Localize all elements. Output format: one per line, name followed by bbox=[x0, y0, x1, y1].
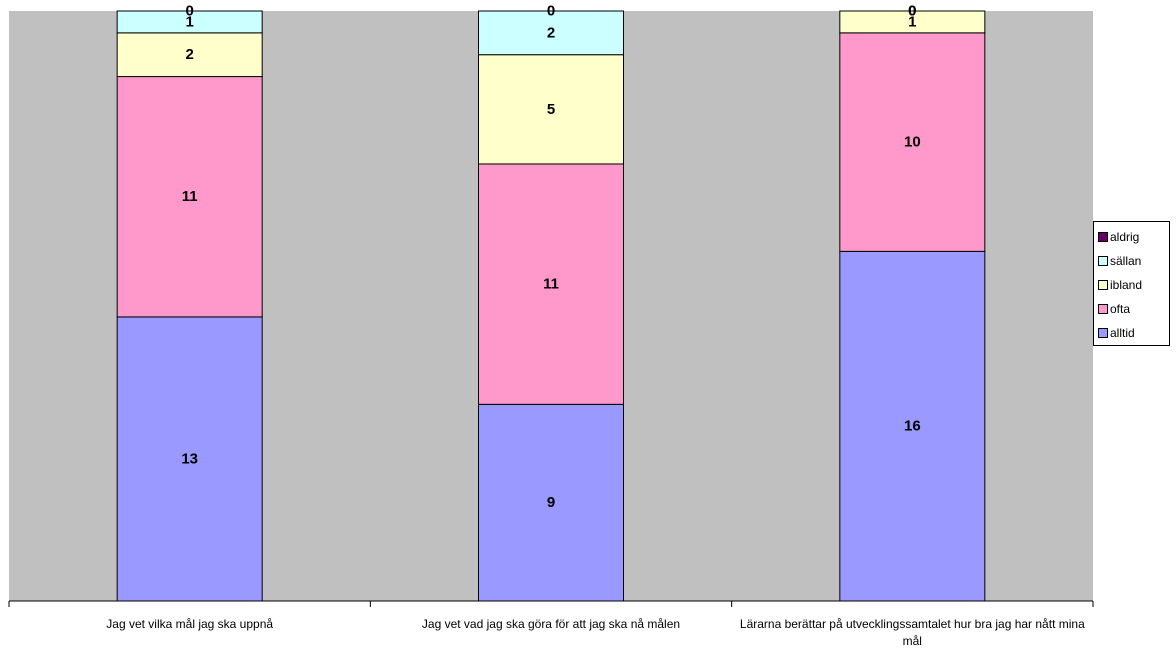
data-label-aldrig-3: 0 bbox=[908, 3, 916, 20]
legend-item-aldrig: aldrig bbox=[1098, 225, 1169, 249]
bar-segment-ibland-1 bbox=[116, 32, 263, 78]
data-label-sällan-2: 2 bbox=[547, 24, 555, 41]
legend-label-alltid: alltid bbox=[1110, 326, 1135, 340]
data-label-sällan-1: 1 bbox=[185, 13, 193, 30]
bar-segment-sällan-2 bbox=[478, 10, 624, 56]
bar-segment-alltid-1 bbox=[116, 316, 263, 602]
bar-segment-ofta-2 bbox=[478, 163, 624, 405]
legend-item-sällan: sällan bbox=[1098, 249, 1169, 273]
bar-segment-alltid-3 bbox=[839, 250, 986, 602]
category-label-2: Jag vet vad jag ska göra för att jag ska… bbox=[421, 617, 681, 631]
data-label-ibland-3: 1 bbox=[908, 13, 916, 30]
bar-segments bbox=[116, 10, 986, 602]
x-axis bbox=[8, 600, 1094, 607]
legend-label-sällan: sällan bbox=[1110, 254, 1142, 268]
data-label-aldrig-2: 0 bbox=[547, 3, 555, 20]
data-label-ofta-3: 10 bbox=[904, 134, 921, 151]
legend: aldrig sällan ibland ofta alltid bbox=[1093, 221, 1170, 346]
data-label-ibland-1: 2 bbox=[185, 46, 193, 63]
legend-label-ofta: ofta bbox=[1110, 302, 1131, 316]
data-label-alltid-2: 9 bbox=[547, 494, 555, 511]
bar-segment-ibland-3 bbox=[839, 10, 986, 34]
legend-swatch-ofta bbox=[1098, 304, 1108, 314]
data-label-alltid-1: 13 bbox=[181, 450, 198, 467]
data-label-alltid-3: 16 bbox=[904, 418, 921, 435]
data-label-aldrig-1: 0 bbox=[185, 3, 193, 20]
data-label-sällan-3: 0 bbox=[908, 3, 916, 20]
legend-label-aldrig: aldrig bbox=[1110, 230, 1140, 244]
data-label-ofta-2: 11 bbox=[543, 276, 559, 293]
bar-segment-sällan-1 bbox=[116, 10, 263, 34]
bar-segment-ofta-3 bbox=[839, 32, 986, 252]
bar-segment-ibland-2 bbox=[478, 54, 624, 165]
legend-swatch-alltid bbox=[1098, 328, 1108, 338]
legend-label-ibland: ibland bbox=[1110, 278, 1143, 292]
legend-item-ibland: ibland bbox=[1098, 273, 1169, 297]
data-label-ibland-2: 5 bbox=[547, 101, 555, 118]
legend-item-ofta: ofta bbox=[1098, 297, 1169, 321]
legend-swatch-ibland bbox=[1098, 280, 1108, 290]
legend-item-alltid: alltid bbox=[1098, 321, 1169, 345]
data-label-ofta-1: 11 bbox=[182, 188, 198, 205]
legend-swatch-aldrig bbox=[1098, 232, 1108, 242]
category-label-1: Jag vet vilka mål jag ska uppnå bbox=[106, 617, 274, 631]
legend-swatch-sällan bbox=[1098, 256, 1108, 266]
category-label-3: Lärarna berättar på utvecklingssamtalet … bbox=[739, 617, 1085, 648]
